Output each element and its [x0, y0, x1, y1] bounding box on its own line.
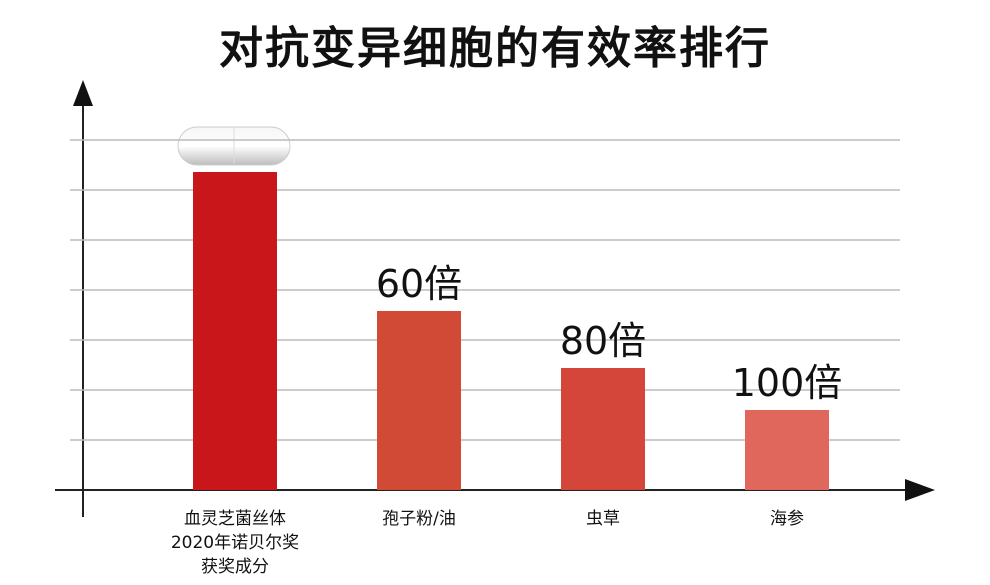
- bar-annotation: 100倍: [732, 361, 843, 405]
- x-tick-label: 孢子粉/油: [382, 509, 456, 529]
- bar: [377, 311, 461, 490]
- x-tick-label: 虫草: [586, 509, 620, 529]
- x-tick-label: 血灵芝菌丝体 2020年诺贝尔奖 获奖成分: [170, 509, 300, 577]
- chart-title: 对抗变异细胞的有效率排行: [219, 23, 771, 74]
- bar-annotation: 80倍: [560, 319, 646, 363]
- x-axis-arrow: [905, 479, 935, 501]
- bar: [193, 172, 277, 490]
- bar: [561, 368, 645, 490]
- x-tick-label: 海参: [770, 509, 804, 529]
- bar-annotation: 60倍: [376, 262, 462, 306]
- y-axis-arrow: [73, 80, 93, 106]
- bar: [745, 410, 829, 490]
